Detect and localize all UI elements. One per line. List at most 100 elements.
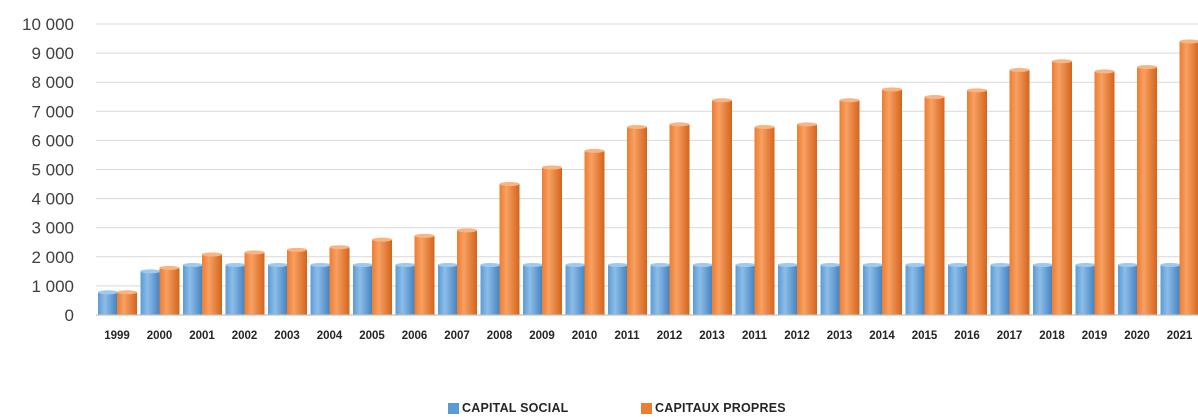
bar-body xyxy=(310,264,331,315)
legend-item-capitaux-propres: CAPITAUX PROPRES xyxy=(641,401,786,415)
bar-body xyxy=(712,100,732,315)
legend-label-capitaux-propres: CAPITAUX PROPRES xyxy=(655,401,786,415)
bar-top xyxy=(523,262,543,267)
legend-swatch-capital-social xyxy=(448,402,459,414)
bar xyxy=(967,88,987,316)
bar xyxy=(310,262,331,315)
bar-top xyxy=(395,262,416,267)
bar-top xyxy=(1033,262,1053,267)
bar xyxy=(735,262,756,315)
bar-body xyxy=(117,292,137,315)
bar xyxy=(98,290,118,315)
bar-top xyxy=(159,265,180,270)
bar xyxy=(778,262,798,315)
x-tick-label: 2013 xyxy=(699,330,725,342)
bar-top xyxy=(778,262,798,267)
bar xyxy=(499,182,520,315)
bar-top xyxy=(735,262,756,267)
bars xyxy=(98,39,1198,316)
bar-body xyxy=(225,264,246,315)
bar xyxy=(754,125,775,315)
bar xyxy=(1118,262,1138,315)
legend-label-capital-social: CAPITAL SOCIAL xyxy=(462,401,569,415)
bar-top xyxy=(627,125,647,130)
x-tick-label: 2009 xyxy=(529,330,555,342)
bar-body xyxy=(565,264,586,315)
bar-body xyxy=(1137,67,1157,316)
bar xyxy=(1094,69,1115,315)
bar-body xyxy=(523,264,543,315)
bar xyxy=(839,98,860,315)
bar-body xyxy=(650,264,671,315)
bar-body xyxy=(480,264,501,315)
bar xyxy=(183,262,203,315)
y-tick-label: 3 000 xyxy=(31,219,74,238)
bar-body xyxy=(1033,264,1053,315)
bar xyxy=(1033,262,1053,315)
bar-top xyxy=(140,269,161,274)
bar-body xyxy=(882,89,902,315)
y-tick-label: 9 000 xyxy=(31,44,74,63)
bar-top xyxy=(1075,262,1096,267)
bar-body xyxy=(202,254,222,315)
y-tick-label: 8 000 xyxy=(31,73,74,92)
bar xyxy=(820,262,841,315)
bar-top xyxy=(608,262,628,267)
bar xyxy=(329,245,350,315)
bar-body xyxy=(1075,264,1096,315)
y-tick-label: 2 000 xyxy=(31,248,74,267)
bar-top xyxy=(693,262,713,267)
bar-body xyxy=(905,264,926,315)
y-tick-label: 0 xyxy=(65,306,74,325)
bar-body xyxy=(1179,41,1198,316)
x-tick-label: 2015 xyxy=(912,330,938,342)
x-tick-label: 2001 xyxy=(189,330,215,342)
x-tick-label: 2010 xyxy=(572,330,598,342)
bar-top xyxy=(98,290,118,295)
bar xyxy=(608,262,628,315)
bar-body xyxy=(1052,61,1072,315)
bar-body xyxy=(778,264,798,315)
bar xyxy=(202,252,222,315)
bar-body xyxy=(183,264,203,315)
bar-chart: 0 1 000 2 000 3 000 4 000 5 000 6 000 7 000 8 00… xyxy=(22,15,1198,342)
y-tick-label: 5 000 xyxy=(31,161,74,180)
bar-top xyxy=(1118,262,1138,267)
bar-top xyxy=(820,262,841,267)
bar-top xyxy=(480,262,501,267)
bar xyxy=(225,262,246,315)
bar xyxy=(159,265,180,315)
bar xyxy=(353,262,373,315)
bar-body xyxy=(735,264,756,315)
bar-top xyxy=(754,125,775,130)
bar-top xyxy=(268,262,288,267)
bar-top xyxy=(414,233,435,238)
x-tick-label: 2006 xyxy=(402,330,428,342)
bar-body xyxy=(863,264,883,315)
bar-body xyxy=(244,252,265,315)
bar xyxy=(1052,59,1072,315)
bar-body xyxy=(499,184,520,315)
bar-top xyxy=(310,262,331,267)
bar xyxy=(693,262,713,315)
bar-top xyxy=(183,262,203,267)
bar-top xyxy=(990,262,1011,267)
bar xyxy=(457,228,477,315)
x-tick-label: 2017 xyxy=(997,330,1023,342)
bar-top xyxy=(1094,69,1115,74)
bar xyxy=(1137,65,1157,316)
legend: CAPITAL SOCIAL CAPITAUX PROPRES xyxy=(0,400,1198,417)
x-tick-label: 2019 xyxy=(1082,330,1108,342)
bar-top xyxy=(499,182,520,187)
bar-top xyxy=(797,122,817,127)
bar xyxy=(395,262,416,315)
bar-top xyxy=(565,262,586,267)
bar-body xyxy=(967,90,987,316)
bar-body xyxy=(159,267,180,315)
bar-top xyxy=(542,165,562,170)
x-tick-label: 2012 xyxy=(784,330,810,342)
bar-body xyxy=(608,264,628,315)
bar-top xyxy=(244,250,265,255)
y-tick-label: 6 000 xyxy=(31,131,74,150)
